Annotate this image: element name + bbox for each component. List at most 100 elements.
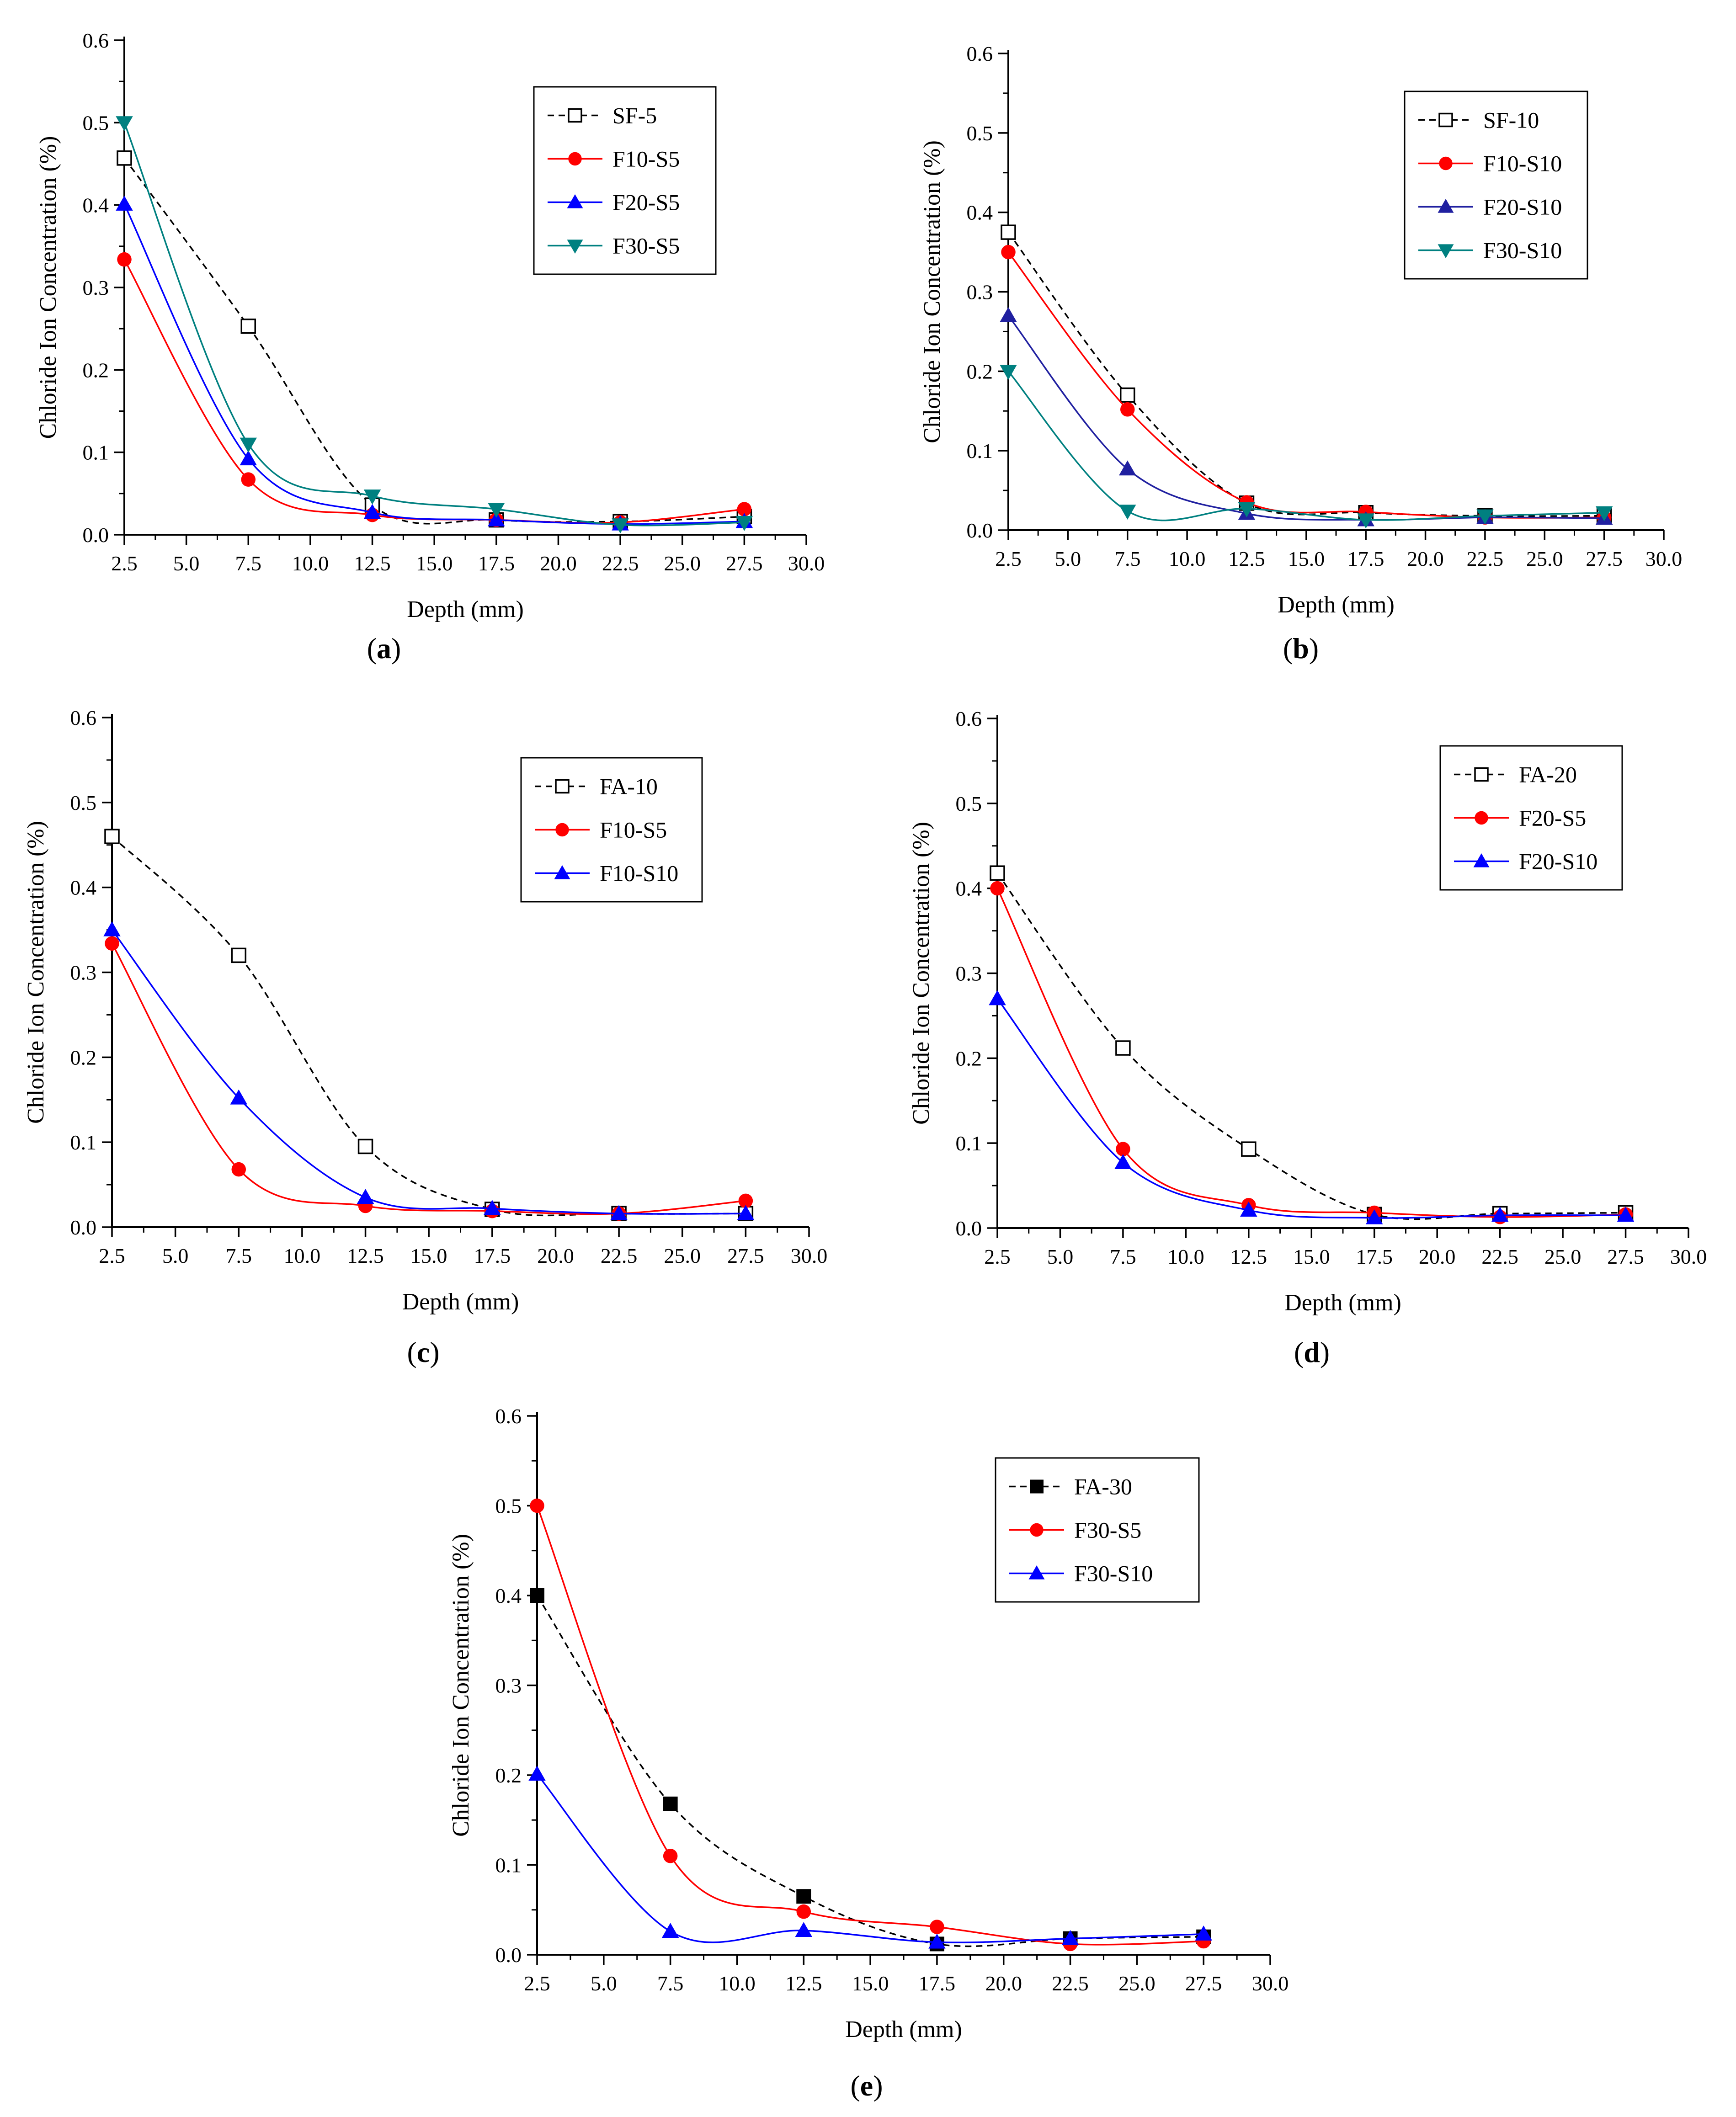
series-F30-S10 xyxy=(1000,365,1613,529)
legend-marker xyxy=(554,865,570,879)
chart-panel-e: 2.5 5.0 7.5 10.0 12.5 15.0 17.5 20.0 22.5 25.0 27.… xyxy=(448,1404,1289,2102)
x-tick-label: 27.5 xyxy=(727,1244,764,1267)
data-point xyxy=(1357,513,1374,529)
legend-label: F20-S10 xyxy=(1519,849,1598,874)
x-tick-label: 15.0 xyxy=(416,552,453,575)
legend-label: F30-S5 xyxy=(1074,1517,1141,1543)
x-tick-label: 7.5 xyxy=(235,552,262,575)
data-point xyxy=(1061,1930,1079,1945)
x-tick-label: 12.5 xyxy=(1230,1245,1267,1268)
x-tick-label: 30.0 xyxy=(1252,1972,1289,1995)
data-point xyxy=(1119,387,1135,403)
x-tick-label: 22.5 xyxy=(602,552,639,575)
data-point xyxy=(240,319,256,334)
x-tick-label: 10.0 xyxy=(292,552,329,575)
x-tick-label: 17.5 xyxy=(474,1244,511,1267)
y-tick-label: 0.3 xyxy=(83,276,109,299)
x-tick-label: 25.0 xyxy=(1118,1972,1156,1995)
legend: FA-20 F20-S5 F20-S10 xyxy=(1439,745,1623,891)
data-point xyxy=(530,1498,544,1513)
legend-label: FA-10 xyxy=(600,774,658,799)
y-tick-label: 0.3 xyxy=(967,281,993,304)
x-tick-label: 25.0 xyxy=(664,1244,701,1267)
data-point xyxy=(117,252,132,267)
series-F20-S10 xyxy=(989,990,1635,1224)
data-point xyxy=(530,1588,544,1603)
legend: SF-5 F10-S5 F20-S5 F30-S5 xyxy=(533,86,717,275)
x-tick-label: 10.0 xyxy=(1167,1245,1204,1268)
data-point xyxy=(116,116,133,132)
y-tick-label: 0.1 xyxy=(70,1131,97,1154)
data-point xyxy=(116,196,133,211)
x-tick-label: 20.0 xyxy=(537,1244,574,1267)
x-tick-label: 2.5 xyxy=(524,1972,550,1995)
data-point xyxy=(528,1766,546,1781)
data-point xyxy=(990,881,1005,896)
y-tick-label: 0.4 xyxy=(495,1584,522,1607)
y-tick-label: 0.6 xyxy=(83,29,109,52)
panel-label: (d) xyxy=(1294,1336,1330,1368)
x-tick-label: 7.5 xyxy=(1110,1245,1136,1268)
chart-panel-a: 2.5 5.0 7.5 10.0 12.5 15.0 17.5 20.0 22.5 25.0 27.… xyxy=(35,29,825,665)
x-tick-label: 17.5 xyxy=(1347,547,1385,570)
x-tick-label: 30.0 xyxy=(788,552,825,575)
legend-marker xyxy=(555,779,570,794)
legend-label: FA-30 xyxy=(1074,1474,1132,1500)
y-tick-label: 0.5 xyxy=(70,791,97,814)
legend-marker xyxy=(1438,112,1453,128)
series-line xyxy=(111,929,746,1215)
data-point xyxy=(1114,1154,1132,1169)
data-point xyxy=(1116,1142,1130,1156)
data-point xyxy=(1118,460,1136,476)
chart-panel-d: 2.5 5.0 7.5 10.0 12.5 15.0 17.5 20.0 22.5 25.0 27.… xyxy=(908,707,1707,1368)
y-tick-label: 0.6 xyxy=(495,1404,522,1428)
y-tick-label: 0.4 xyxy=(956,877,982,900)
y-tick-label: 0.4 xyxy=(83,194,109,217)
legend: FA-30 F30-S5 F30-S10 xyxy=(995,1457,1200,1603)
data-point xyxy=(1120,402,1135,417)
data-point xyxy=(737,1205,755,1220)
legend-marker xyxy=(1474,767,1489,782)
data-point xyxy=(990,865,1005,881)
y-tick-label: 0.2 xyxy=(956,1047,982,1070)
series-line xyxy=(536,1595,1204,1947)
y-tick-label: 0.6 xyxy=(967,42,993,65)
y-tick-label: 0.6 xyxy=(70,706,97,729)
y-tick-label: 0.0 xyxy=(70,1216,97,1239)
x-tick-label: 20.0 xyxy=(1419,1245,1456,1268)
data-point xyxy=(663,1849,678,1863)
data-point xyxy=(103,921,121,936)
legend-marker xyxy=(1030,1479,1044,1494)
x-tick-label: 5.0 xyxy=(591,1972,617,1995)
legend-marker xyxy=(568,108,582,123)
x-tick-label: 5.0 xyxy=(1047,1245,1074,1268)
x-tick-label: 30.0 xyxy=(1645,547,1683,570)
x-tick-label: 17.5 xyxy=(1356,1245,1393,1268)
legend-label: F20-S5 xyxy=(612,190,680,215)
legend-box xyxy=(1439,745,1623,891)
data-point xyxy=(738,1193,753,1208)
legend-marker xyxy=(1438,199,1454,213)
series-line xyxy=(996,998,1626,1219)
legend-marker xyxy=(1028,1565,1045,1580)
data-point xyxy=(240,437,257,453)
x-tick-label: 15.0 xyxy=(852,1972,889,1995)
series-line xyxy=(996,872,1626,1220)
y-tick-label: 0.2 xyxy=(70,1046,97,1069)
series-F10-S10 xyxy=(1001,245,1612,525)
y-tick-label: 0.1 xyxy=(956,1132,982,1155)
panel-label: (a) xyxy=(367,632,401,665)
y-tick-label: 0.5 xyxy=(83,111,109,134)
x-tick-label: 20.0 xyxy=(540,552,577,575)
x-axis-label: Depth (mm) xyxy=(1278,592,1395,618)
series-FA-20 xyxy=(990,865,1634,1223)
series-line xyxy=(1007,315,1604,521)
x-tick-label: 5.0 xyxy=(173,552,200,575)
data-point xyxy=(1491,1207,1509,1222)
data-point xyxy=(1118,505,1136,520)
x-tick-label: 27.5 xyxy=(1586,547,1623,570)
series-F10-S5 xyxy=(117,252,752,530)
chart-panel-c: 2.5 5.0 7.5 10.0 12.5 15.0 17.5 20.0 22.5 25.0 27.… xyxy=(23,706,827,1368)
y-tick-label: 0.5 xyxy=(956,792,982,815)
legend-marker xyxy=(1475,811,1488,825)
